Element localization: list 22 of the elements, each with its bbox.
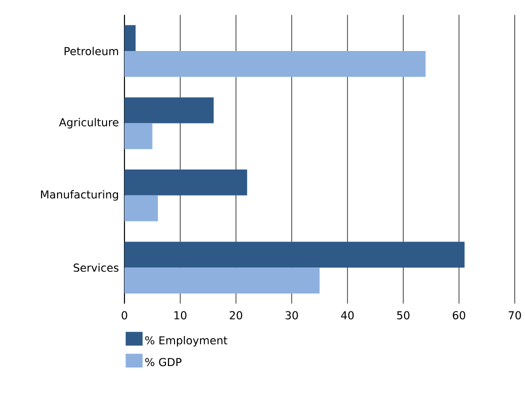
bar [124, 242, 465, 268]
bar [124, 195, 158, 222]
x-tick-label: 20 [230, 311, 242, 320]
legend-label: % Employment [145, 336, 228, 346]
bar [124, 50, 426, 77]
x-tick-label: 10 [174, 311, 186, 320]
x-tick-label: 60 [452, 311, 466, 320]
x-tick-label: 30 [286, 311, 298, 320]
x-tick-label: 40 [341, 311, 354, 320]
bar [124, 123, 152, 150]
x-tick-label: 0 [122, 311, 128, 320]
y-tick-label: Services [74, 263, 118, 272]
bar [124, 169, 248, 196]
y-tick-label: Agriculture [59, 118, 118, 128]
y-tick-label: Manufacturing [41, 190, 118, 201]
bar [124, 25, 136, 51]
x-tick-label: 70 [508, 311, 521, 320]
x-tick-label: 50 [397, 311, 410, 320]
legend-label: % GDP [145, 358, 182, 366]
y-tick-label: Petroleum [64, 46, 118, 56]
bar [124, 97, 214, 124]
bar [124, 267, 320, 294]
